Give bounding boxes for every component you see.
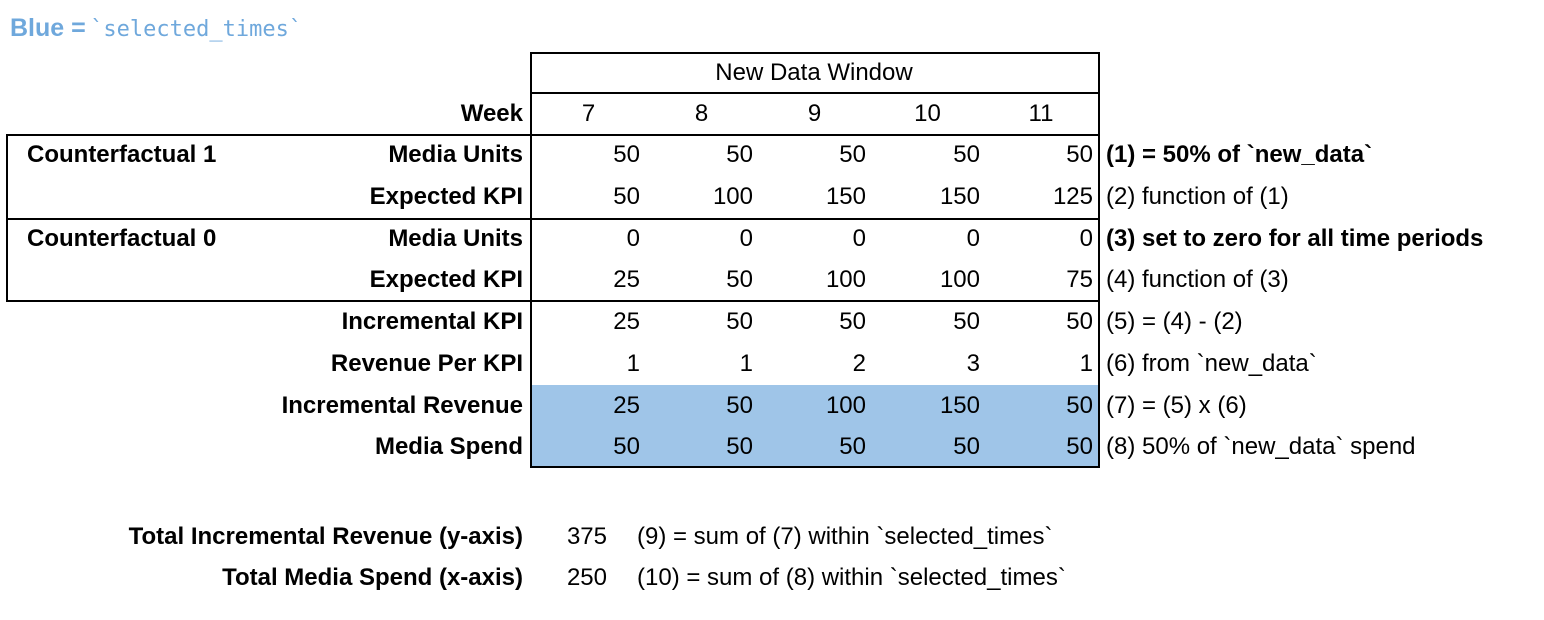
cell-value: 25 [613, 308, 640, 335]
row-cells-background [532, 385, 1098, 427]
cell-value: 50 [839, 308, 866, 335]
cell-value: 0 [852, 225, 866, 252]
table-row-expected-kpi-cf1: Expected KPI 50 100 150 150 125 (2) func… [0, 176, 1544, 218]
cell-value: 150 [939, 392, 980, 419]
total-media-spend-annotation: (10) = sum of (8) within `selected_times… [637, 564, 1066, 591]
cell-value: 2 [852, 350, 866, 377]
cell-value: 3 [966, 350, 980, 377]
counterfactual-1-label: Counterfactual 1 [27, 141, 217, 168]
cell-value: 50 [953, 308, 980, 335]
cell-value: 1 [626, 350, 640, 377]
cell-value: 0 [626, 225, 640, 252]
row-label: Incremental KPI [341, 308, 523, 335]
row-cells-background [532, 426, 1098, 467]
table-row-revenue-per-kpi: Revenue Per KPI 1 1 2 3 1 (6) from `new_… [0, 343, 1544, 385]
total-media-spend-row: Total Media Spend (x-axis) 250 (10) = su… [0, 562, 1544, 594]
cell-value: 100 [825, 266, 866, 293]
row-label: Media Units [388, 225, 523, 252]
row-label: Revenue Per KPI [330, 350, 523, 377]
row-label: Expected KPI [369, 266, 523, 293]
row-annotation: (3) set to zero for all time periods [1106, 225, 1484, 252]
row-label: Media Spend [374, 433, 523, 460]
total-incremental-revenue-row: Total Incremental Revenue (y-axis) 375 (… [0, 521, 1544, 553]
total-incremental-revenue-annotation: (9) = sum of (7) within `selected_times` [637, 523, 1053, 550]
row-annotation: (8) 50% of `new_data` spend [1106, 433, 1416, 460]
cell-value: 100 [825, 392, 866, 419]
table-row-incremental-revenue: Incremental Revenue 25 50 100 150 50 (7)… [0, 385, 1544, 427]
row-annotation: (5) = (4) - (2) [1106, 308, 1243, 335]
counterfactual-0-label: Counterfactual 0 [27, 225, 217, 252]
table-border-week-bottom [6, 134, 1100, 136]
row-annotation: (6) from `new_data` [1106, 350, 1317, 377]
cell-value: 75 [1066, 266, 1093, 293]
cell-value: 50 [953, 433, 980, 460]
group-label-row: Counterfactual 1 [0, 134, 1544, 176]
week-value: 11 [1028, 100, 1054, 127]
cell-value: 50 [613, 433, 640, 460]
total-media-spend-value: 250 [566, 564, 607, 591]
table-border-bottom [530, 466, 1100, 468]
row-label: Incremental Revenue [281, 392, 523, 419]
row-label: Media Units [388, 141, 523, 168]
group-label-row: Counterfactual 0 [0, 218, 1544, 260]
cell-value: 25 [613, 392, 640, 419]
cell-value: 1 [1079, 350, 1093, 377]
cell-value: 50 [613, 183, 640, 210]
cell-value: 150 [939, 183, 980, 210]
table-border-left-box [6, 134, 8, 302]
table-row-media-units-cf1: Media Units 50 50 50 50 50 (1) = 50% of … [0, 134, 1544, 176]
cell-value: 50 [1066, 433, 1093, 460]
row-annotation: (1) = 50% of `new_data` [1106, 141, 1373, 168]
cell-value: 50 [726, 392, 753, 419]
week-value: 7 [581, 100, 596, 127]
cell-value: 50 [1066, 141, 1093, 168]
table-row-media-units-cf0: Media Units 0 0 0 0 0 (3) set to zero fo… [0, 218, 1544, 260]
cell-value: 100 [712, 183, 753, 210]
cell-value: 0 [1079, 225, 1093, 252]
total-incremental-revenue-label: Total Incremental Revenue (y-axis) [128, 523, 523, 550]
cell-value: 50 [726, 141, 753, 168]
total-incremental-revenue-value: 375 [566, 523, 607, 550]
table-border-data-left [530, 52, 532, 468]
cell-value: 50 [839, 141, 866, 168]
cell-value: 50 [1066, 308, 1093, 335]
cell-value: 100 [939, 266, 980, 293]
cell-value: 150 [825, 183, 866, 210]
row-annotation: (2) function of (1) [1106, 183, 1289, 210]
cell-value: 50 [613, 141, 640, 168]
cell-value: 50 [1066, 392, 1093, 419]
cell-value: 1 [739, 350, 753, 377]
week-value: 8 [694, 100, 709, 127]
week-row: Week 7 8 9 10 11 [0, 94, 1544, 134]
cell-value: 50 [839, 433, 866, 460]
row-annotation: (4) function of (3) [1106, 266, 1289, 293]
row-annotation: (7) = (5) x (6) [1106, 392, 1247, 419]
new-data-window-header: New Data Window [715, 59, 913, 86]
table-border-cf0-bottom [6, 300, 1100, 302]
legend: Blue = `selected_times` [10, 14, 302, 43]
table-border-data-right [1098, 52, 1100, 468]
table-row-media-spend: Media Spend 50 50 50 50 50 (8) 50% of `n… [0, 426, 1544, 467]
cell-value: 50 [726, 308, 753, 335]
cell-value: 25 [613, 266, 640, 293]
cell-value: 0 [966, 225, 980, 252]
week-value: 9 [807, 100, 822, 127]
table-border-cf-divider [6, 218, 1100, 220]
cell-value: 50 [726, 266, 753, 293]
row-label: Expected KPI [369, 183, 523, 210]
week-label: Week [460, 100, 523, 127]
table-row-incremental-kpi: Incremental KPI 25 50 50 50 50 (5) = (4)… [0, 301, 1544, 343]
cell-value: 50 [726, 433, 753, 460]
cell-value: 125 [1052, 183, 1093, 210]
cell-value: 50 [953, 141, 980, 168]
week-value: 10 [914, 100, 941, 127]
table-border-top [530, 52, 1100, 54]
legend-selected-times-code: `selected_times` [90, 17, 303, 42]
table-border-header-bottom [530, 92, 1100, 94]
table-row-expected-kpi-cf0: Expected KPI 25 50 100 100 75 (4) functi… [0, 259, 1544, 301]
legend-blue-label: Blue = [10, 14, 86, 42]
total-media-spend-label: Total Media Spend (x-axis) [222, 564, 523, 591]
cell-value: 0 [739, 225, 753, 252]
